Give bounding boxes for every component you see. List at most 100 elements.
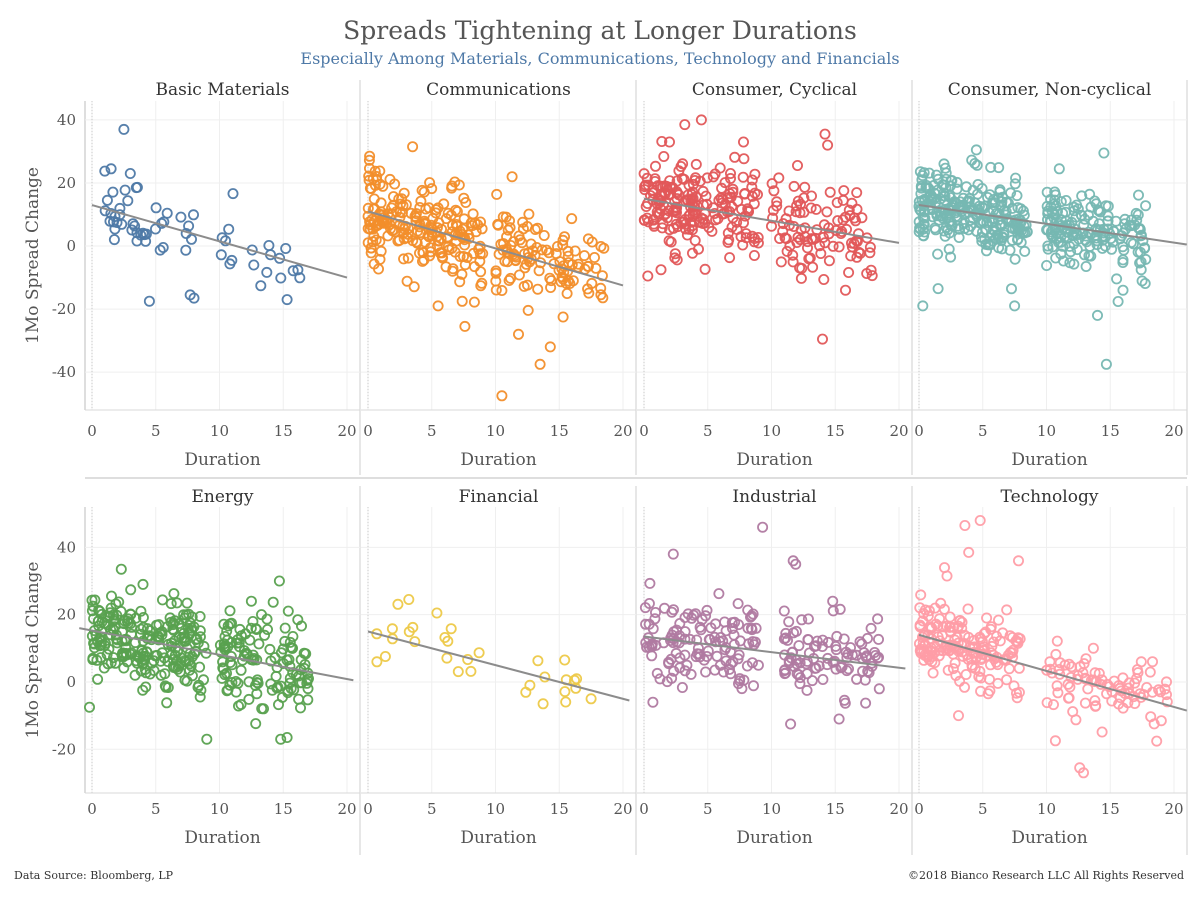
data-point [796,614,808,626]
data-point [397,200,409,212]
data-point [467,208,479,220]
data-point [417,247,429,259]
data-point [676,682,688,694]
data-point [767,212,779,224]
data-point [224,605,236,617]
data-point [694,621,706,633]
data-point [781,245,793,257]
data-point [99,637,111,649]
data-point [1012,636,1024,648]
data-point [1050,648,1062,660]
data-point [294,702,306,714]
data-point [413,247,425,259]
data-point [738,217,750,229]
data-point [953,710,965,722]
x-tick-label: 15 [550,800,569,818]
data-point [1063,692,1075,704]
data-point [454,276,466,288]
data-point [1082,683,1094,695]
data-point [218,618,230,630]
data-point [424,177,436,189]
data-point [766,178,778,190]
data-point [1076,190,1088,202]
data-point [713,588,725,600]
data-point [841,665,853,677]
data-point [785,652,797,664]
data-point [671,175,683,187]
data-point [1080,260,1092,272]
data-point [1005,646,1017,658]
data-point [649,613,661,625]
data-point [414,201,426,213]
data-point [449,176,461,188]
data-point [140,681,152,693]
data-point [981,612,993,624]
data-point [292,264,304,276]
data-point [293,693,305,705]
x-tick-label: 10 [210,800,229,818]
data-point [538,229,550,241]
data-point [824,186,836,198]
data-point [982,191,994,203]
data-point [817,333,829,345]
y-tick-label: -40 [52,363,76,381]
data-point [925,642,937,654]
panel-title: Technology [1001,487,1099,507]
data-point [1096,674,1108,686]
trend-line [91,204,348,279]
data-point [582,233,594,245]
data-point [243,693,255,705]
data-point [641,212,653,224]
data-point [173,618,185,630]
data-point [135,628,147,640]
data-point [783,657,795,669]
data-point [1001,196,1013,208]
data-point [165,598,177,610]
data-point [962,603,974,615]
data-point [1129,698,1141,710]
x-axis-label: Duration [184,450,260,470]
data-point [689,234,701,246]
data-point [1068,258,1080,270]
x-tick-label: 0 [363,800,373,818]
data-point [411,237,423,249]
data-point [226,659,238,671]
data-point [161,697,173,709]
data-point [697,213,709,225]
data-point [396,193,408,205]
x-tick-label: 0 [87,422,97,440]
x-tick-label: 20 [337,422,356,440]
data-point [1019,245,1031,257]
data-point [792,195,804,207]
data-point [725,167,737,179]
data-point [407,621,419,633]
data-point [671,187,683,199]
data-point [582,260,594,272]
data-point [559,231,571,243]
data-point [985,161,997,173]
panel-energy: Energy 0 5 10 15 20 Duration [79,486,361,855]
data-point [119,184,131,196]
data-point [541,244,553,256]
data-point [281,294,293,306]
data-point [954,615,966,627]
data-point [1047,241,1059,253]
data-point [398,187,410,199]
data-point [1145,711,1157,723]
data-point [959,681,971,693]
points [638,114,878,345]
x-tick-label: 15 [550,422,569,440]
data-point [258,629,270,641]
data-point [1134,224,1146,236]
data-point [562,245,574,257]
data-point [802,242,814,254]
x-tick-label: 20 [889,800,908,818]
data-point [167,623,179,635]
data-point [685,216,697,228]
data-point [923,654,935,666]
data-point [969,157,981,169]
panel-title: Financial [459,487,539,507]
data-point [386,623,398,635]
data-point [991,630,1003,642]
data-point [640,200,652,212]
